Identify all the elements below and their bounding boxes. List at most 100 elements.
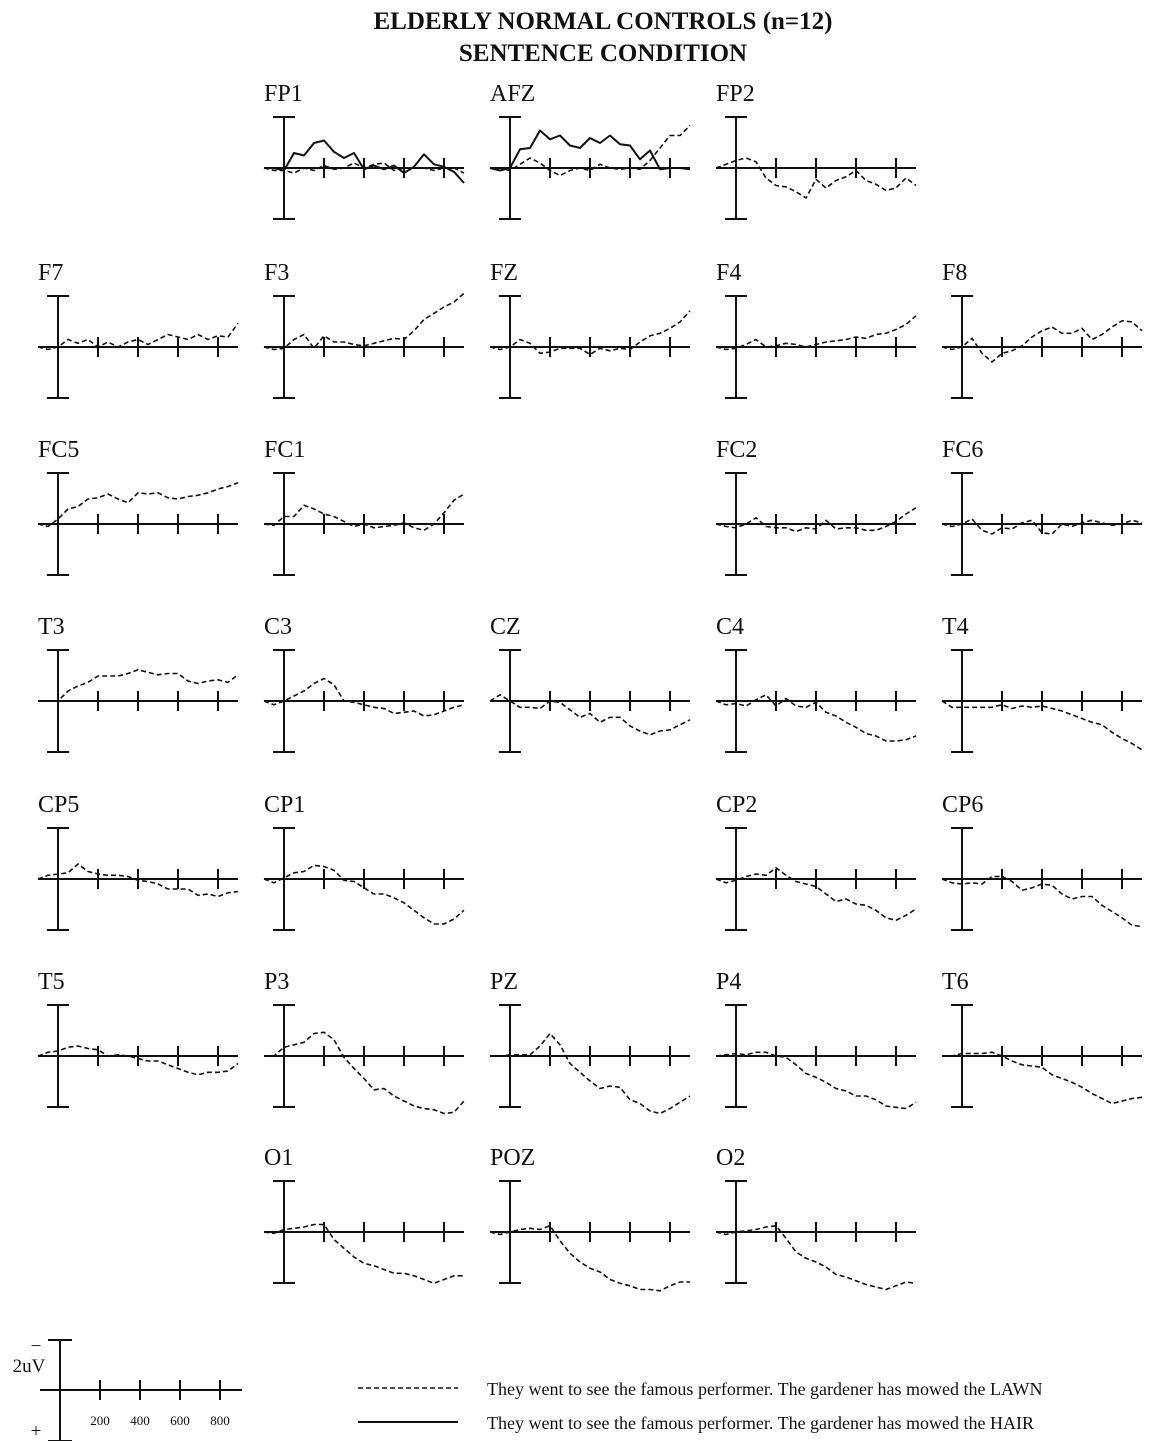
lawn-waveform bbox=[263, 677, 465, 717]
electrode-panel-p3: P3 bbox=[264, 969, 465, 1115]
electrode-label: CP5 bbox=[38, 792, 79, 818]
electrode-label: CP6 bbox=[942, 792, 983, 818]
electrode-panel-cp2: CP2 bbox=[715, 792, 917, 931]
electrode-label: FC2 bbox=[716, 437, 757, 463]
electrode-panel-f7: F7 bbox=[37, 260, 239, 399]
electrode-label: F7 bbox=[38, 260, 63, 286]
electrode-label: CP1 bbox=[264, 792, 305, 818]
electrode-panel-fc5: FC5 bbox=[37, 437, 239, 576]
electrode-panel-t5: T5 bbox=[37, 969, 239, 1108]
scale-tick-label: 400 bbox=[130, 1413, 150, 1428]
lawn-waveform bbox=[37, 1045, 239, 1076]
electrode-label: O1 bbox=[264, 1145, 293, 1171]
electrode-panel-f4: F4 bbox=[715, 260, 917, 399]
lawn-waveform bbox=[942, 1051, 1143, 1105]
electrode-panel-p4: P4 bbox=[715, 969, 917, 1110]
electrode-label: AFZ bbox=[490, 81, 535, 107]
electrode-label: CZ bbox=[490, 614, 521, 640]
electrode-panel-t6: T6 bbox=[942, 969, 1143, 1108]
lawn-waveform bbox=[715, 867, 917, 922]
electrode-label: C4 bbox=[716, 614, 744, 640]
scale-tick-label: 600 bbox=[170, 1413, 190, 1428]
lawn-waveform bbox=[37, 482, 239, 528]
lawn-waveform bbox=[941, 518, 1143, 535]
electrode-label: C3 bbox=[264, 614, 292, 640]
lawn-waveform bbox=[37, 322, 239, 351]
legend: They went to see the famous performer. T… bbox=[358, 1379, 1043, 1433]
scale-tick-label: 800 bbox=[210, 1413, 230, 1428]
electrode-panel-fc2: FC2 bbox=[715, 437, 917, 576]
lawn-waveform bbox=[263, 493, 465, 532]
electrode-panel-fp2: FP2 bbox=[715, 81, 917, 220]
lawn-waveform bbox=[264, 1031, 465, 1115]
electrode-panel-o2: O2 bbox=[715, 1145, 917, 1291]
electrode-panel-afz: AFZ bbox=[489, 81, 691, 220]
electrode-label: T6 bbox=[942, 969, 969, 995]
lawn-waveform bbox=[263, 292, 465, 351]
lawn-waveform bbox=[715, 1051, 917, 1110]
electrode-panel-c4: C4 bbox=[715, 614, 917, 753]
lawn-waveform bbox=[490, 124, 691, 177]
lawn-waveform bbox=[489, 310, 691, 356]
electrode-label: FP2 bbox=[716, 81, 755, 107]
lawn-waveform bbox=[263, 864, 465, 925]
electrode-label: T3 bbox=[38, 614, 65, 640]
electrode-label: O2 bbox=[716, 1145, 745, 1171]
electrode-label: FC5 bbox=[38, 437, 79, 463]
electrode-panel-cp5: CP5 bbox=[37, 792, 239, 931]
lawn-waveform bbox=[941, 320, 1143, 363]
lawn-waveform bbox=[715, 315, 917, 351]
electrode-label: F4 bbox=[716, 260, 741, 286]
electrode-label: P4 bbox=[716, 969, 741, 995]
electrode-label: PZ bbox=[490, 969, 518, 995]
figure-title-line1: ELDERLY NORMAL CONTROLS (n=12) bbox=[374, 8, 833, 35]
electrode-label: P3 bbox=[264, 969, 289, 995]
calibration-scale: − 2uV + 200 400 600 800 bbox=[13, 1336, 242, 1441]
hair-waveform bbox=[264, 139, 465, 184]
figure-title-line2: SENTENCE CONDITION bbox=[459, 40, 747, 67]
legend-dashed-label: They went to see the famous performer. T… bbox=[487, 1379, 1043, 1399]
lawn-waveform bbox=[38, 669, 239, 702]
electrode-label: F8 bbox=[942, 260, 967, 286]
lawn-waveform bbox=[941, 700, 1143, 751]
electrode-panel-fz: FZ bbox=[489, 260, 691, 399]
electrode-panel-f8: F8 bbox=[941, 260, 1143, 399]
electrode-panel-cp6: CP6 bbox=[941, 792, 1143, 931]
electrode-label: POZ bbox=[490, 1145, 535, 1171]
electrode-panel-t4: T4 bbox=[941, 614, 1143, 753]
lawn-waveform bbox=[715, 507, 917, 533]
electrode-label: FC6 bbox=[942, 437, 983, 463]
electrode-panel-t3: T3 bbox=[38, 614, 239, 753]
electrode-label: T4 bbox=[942, 614, 969, 640]
lawn-waveform bbox=[715, 157, 917, 199]
electrode-panel-poz: POZ bbox=[489, 1145, 690, 1292]
electrode-panel-c3: C3 bbox=[263, 614, 465, 753]
lawn-waveform bbox=[263, 1223, 464, 1285]
legend-solid-label: They went to see the famous performer. T… bbox=[487, 1413, 1034, 1433]
electrode-label: FP1 bbox=[264, 81, 303, 107]
electrode-panel-cp1: CP1 bbox=[263, 792, 465, 931]
electrode-panel-f3: F3 bbox=[263, 260, 465, 399]
lawn-waveform bbox=[490, 1032, 691, 1115]
scale-neg-sign: − bbox=[31, 1336, 42, 1357]
electrode-panel-fc1: FC1 bbox=[263, 437, 465, 576]
lawn-waveform bbox=[489, 1225, 690, 1292]
electrode-label: CP2 bbox=[716, 792, 757, 818]
electrode-panel-pz: PZ bbox=[490, 969, 691, 1115]
electrode-panel-fc6: FC6 bbox=[941, 437, 1143, 576]
electrode-label: FC1 bbox=[264, 437, 305, 463]
electrode-panel-o1: O1 bbox=[263, 1145, 464, 1285]
electrode-label: F3 bbox=[264, 260, 289, 286]
scale-pos-sign: + bbox=[31, 1421, 42, 1441]
lawn-waveform bbox=[37, 863, 239, 898]
scale-tick-label: 200 bbox=[90, 1413, 110, 1428]
electrode-panel-fp1: FP1 bbox=[263, 81, 465, 220]
electrode-panels: FP1 AFZ FP2 F7 F3 FZ F4 F8 FC5 FC1 FC2 FC6 T3 C3 CZ C4 T… bbox=[37, 81, 1143, 1292]
electrode-label: T5 bbox=[38, 969, 65, 995]
lawn-waveform bbox=[715, 1225, 917, 1291]
lawn-waveform bbox=[489, 694, 691, 736]
lawn-waveform bbox=[941, 875, 1143, 928]
electrode-panel-cz: CZ bbox=[489, 614, 691, 753]
lawn-waveform bbox=[715, 694, 917, 742]
